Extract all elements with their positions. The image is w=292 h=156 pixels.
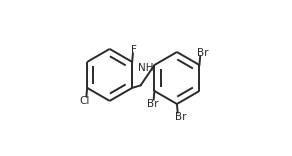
Text: Br: Br xyxy=(147,99,159,109)
Text: Br: Br xyxy=(175,112,186,122)
Text: Br: Br xyxy=(197,48,208,58)
Text: Cl: Cl xyxy=(80,96,90,106)
Text: NH: NH xyxy=(138,63,154,73)
Text: F: F xyxy=(131,45,137,55)
